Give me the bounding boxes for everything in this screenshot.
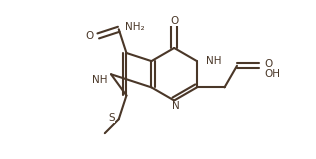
Text: NH₂: NH₂ xyxy=(125,22,144,32)
Text: S: S xyxy=(108,113,115,123)
Text: O: O xyxy=(264,59,272,69)
Text: OH: OH xyxy=(264,69,281,79)
Text: NH: NH xyxy=(206,56,222,66)
Text: NH: NH xyxy=(92,75,107,85)
Text: N: N xyxy=(172,101,179,111)
Text: O: O xyxy=(170,16,178,26)
Text: O: O xyxy=(85,31,94,41)
